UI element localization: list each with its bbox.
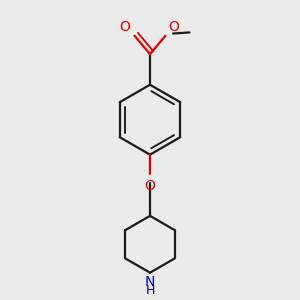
Text: N: N xyxy=(145,275,155,289)
Text: H: H xyxy=(145,284,155,297)
Text: O: O xyxy=(119,20,130,34)
Text: O: O xyxy=(145,179,155,193)
Text: O: O xyxy=(169,20,180,34)
